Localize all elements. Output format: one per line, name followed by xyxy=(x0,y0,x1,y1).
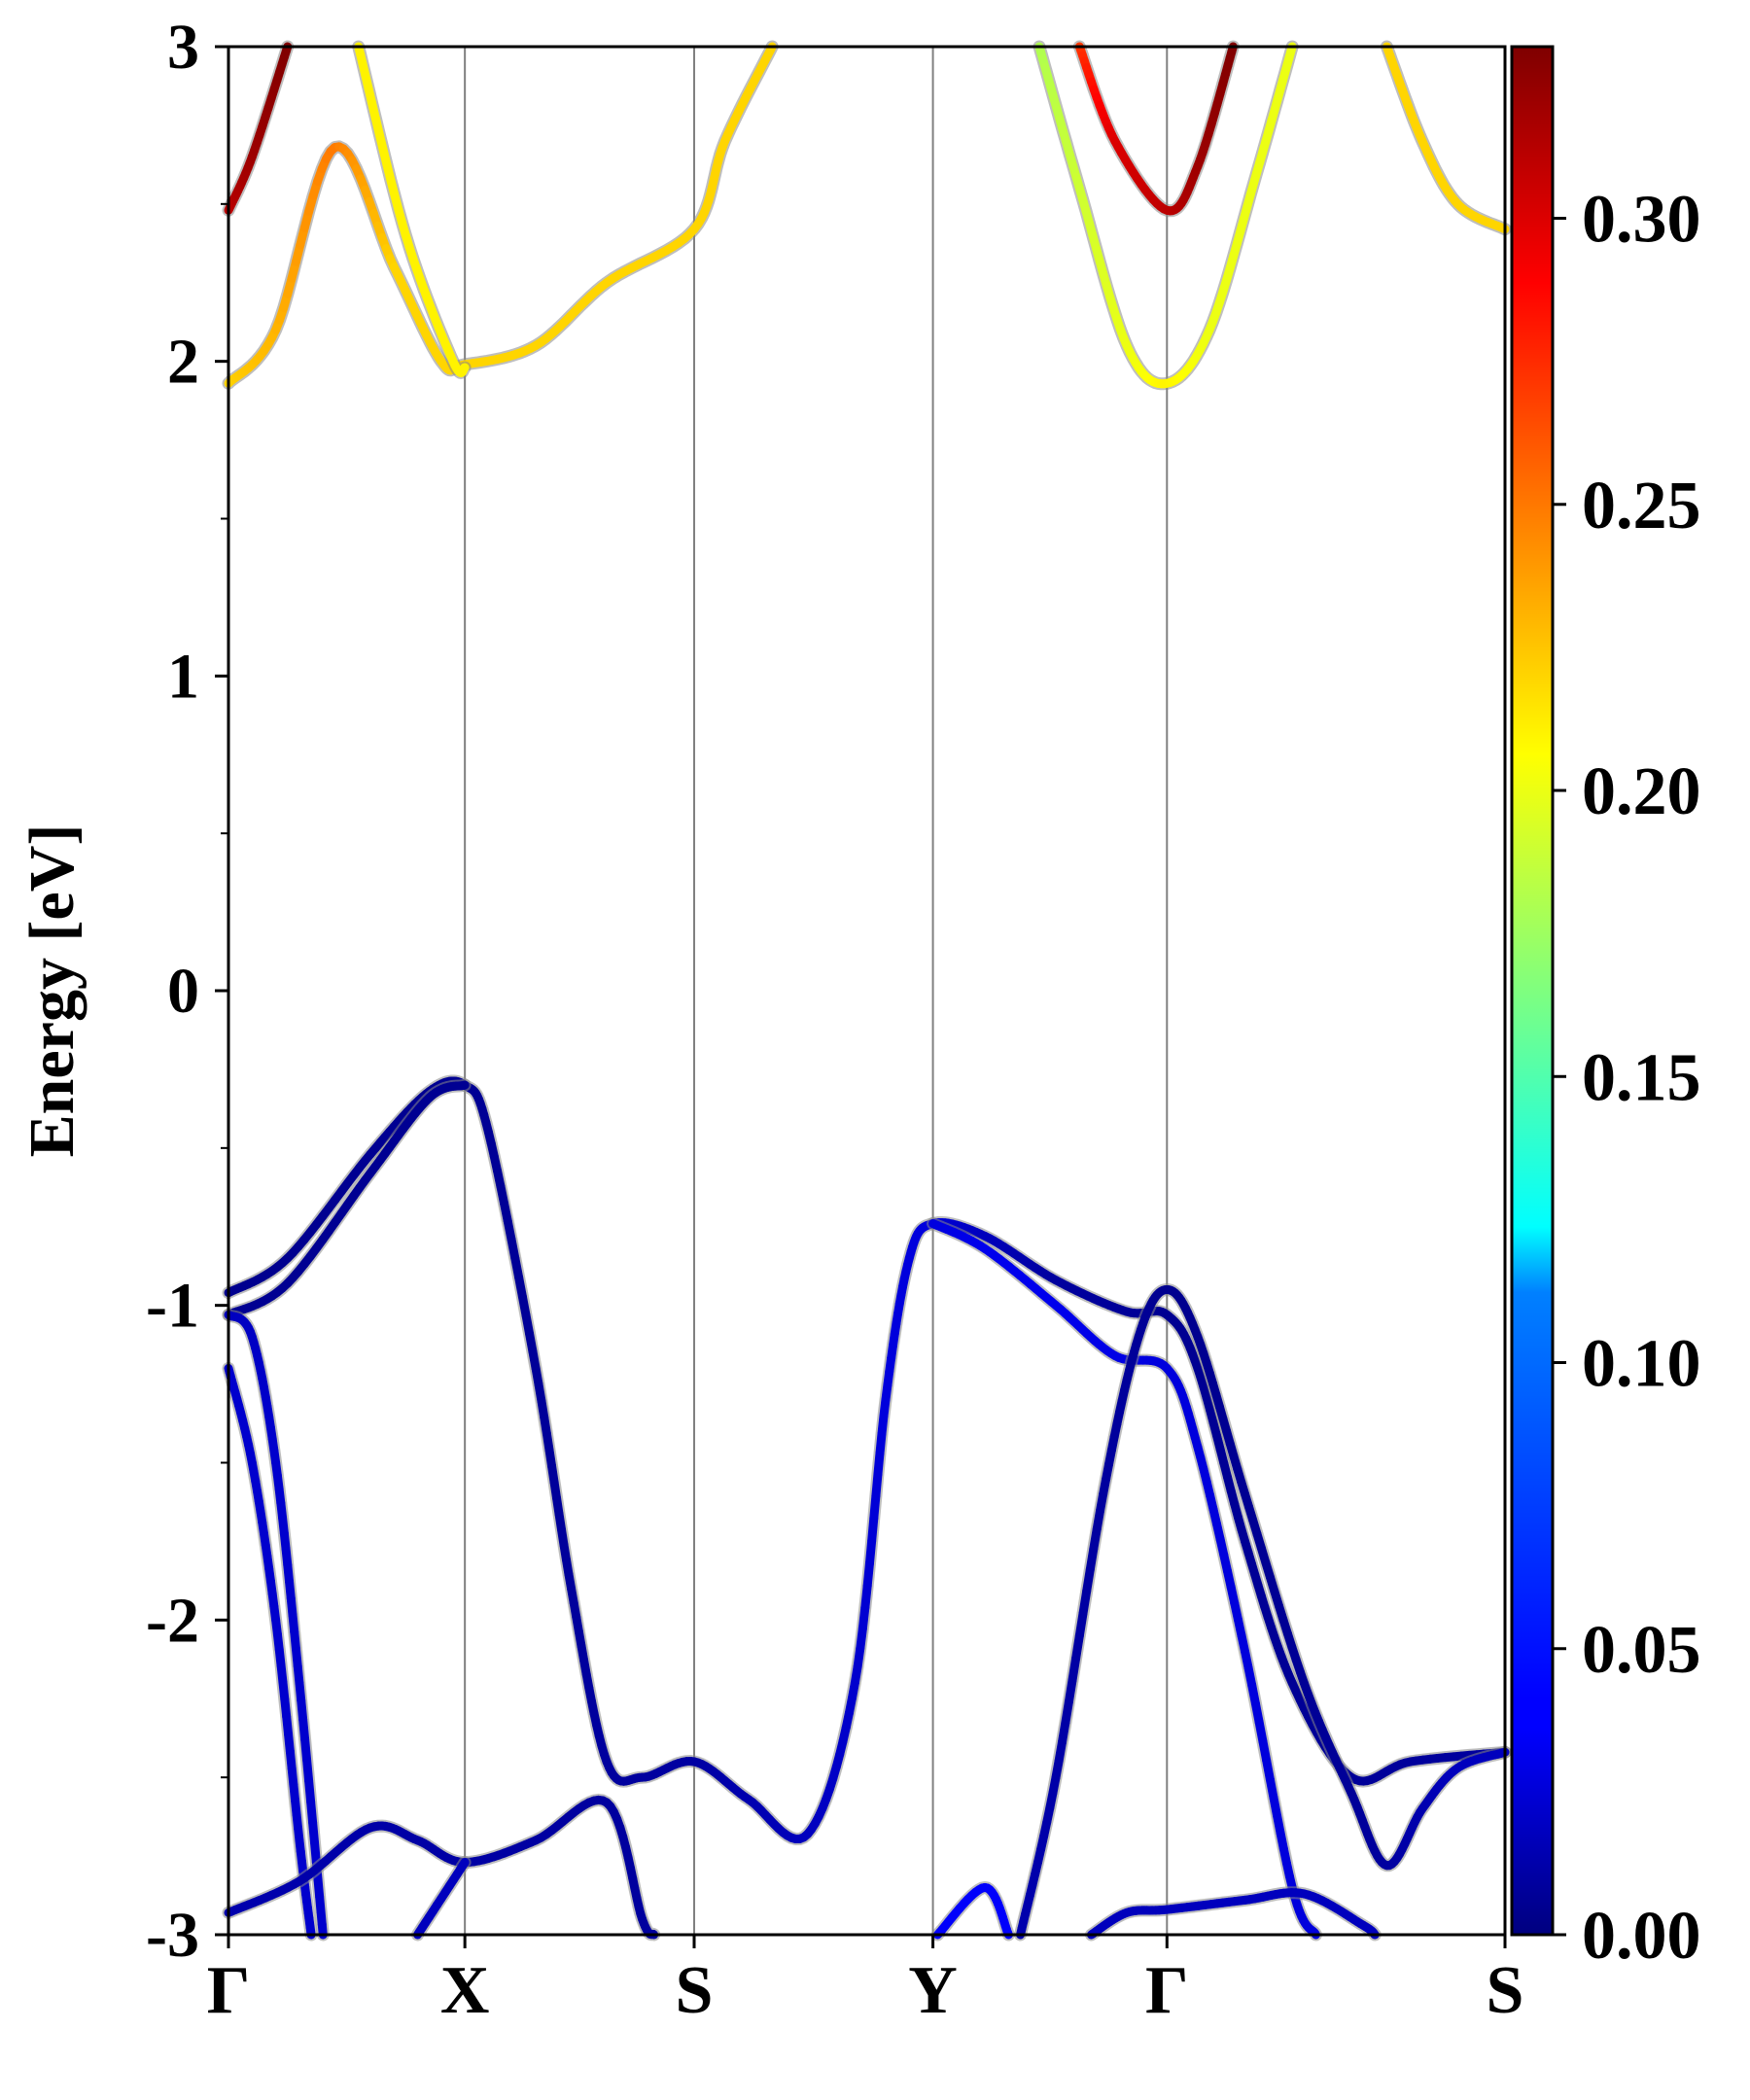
y-tick-label: -3 xyxy=(146,1900,199,1971)
kpoint-label: Y xyxy=(908,1953,958,2028)
kpoint-label: Γ xyxy=(207,1953,251,2028)
band-cb4 xyxy=(1032,40,1299,391)
band-vb3 xyxy=(927,1217,1322,1942)
y-tick-label: 0 xyxy=(167,956,199,1027)
colorbar xyxy=(1510,45,1555,1937)
band-cb2 xyxy=(352,40,472,379)
kpoint-label: Γ xyxy=(1145,1953,1189,2028)
band-vb2 xyxy=(222,1078,472,1321)
colorbar-tick-label: 0.10 xyxy=(1582,1327,1701,1402)
band-vb6 xyxy=(222,1361,318,1942)
band-segment xyxy=(458,1858,470,1871)
colorbar-tick-label: 0.15 xyxy=(1582,1040,1701,1115)
y-axis-label: Energy [eV] xyxy=(17,824,88,1158)
y-tick-label: 3 xyxy=(167,12,199,83)
colorbar-tick-label: 0.25 xyxy=(1582,469,1701,543)
band-segment xyxy=(317,1919,328,1940)
colorbar-tick-label: 0.00 xyxy=(1582,1899,1701,1974)
band-vb4 xyxy=(1014,1283,1512,1942)
y-tick-label: -1 xyxy=(146,1271,199,1342)
y-tick-label: 2 xyxy=(167,327,199,398)
kpoint-label: X xyxy=(440,1953,490,2028)
colorbar-tick-label: 0.05 xyxy=(1582,1613,1701,1688)
band-cb6 xyxy=(1380,40,1512,236)
band-vb8 xyxy=(411,1856,472,1942)
band-vb5 xyxy=(222,1308,330,1942)
y-tick-label: 1 xyxy=(167,641,199,712)
y-axis-ticks: -3 -2 -1 0 1 2 3 xyxy=(146,12,228,1971)
kpoint-label: S xyxy=(676,1953,714,2028)
colorbar-ticks: 0.00 0.05 0.10 0.15 0.20 0.25 0.30 xyxy=(1553,183,1701,1974)
colorbar-tick-label: 0.20 xyxy=(1582,754,1701,829)
kpoint-separator-lines xyxy=(464,47,1169,1935)
band-vb10 xyxy=(1085,1886,1382,1942)
kpoint-label: S xyxy=(1487,1953,1524,2028)
band-cb5 xyxy=(1072,40,1240,218)
colorbar-tick-label: 0.30 xyxy=(1582,183,1701,258)
y-tick-label: -2 xyxy=(146,1585,199,1656)
band-curves xyxy=(222,40,1512,1942)
